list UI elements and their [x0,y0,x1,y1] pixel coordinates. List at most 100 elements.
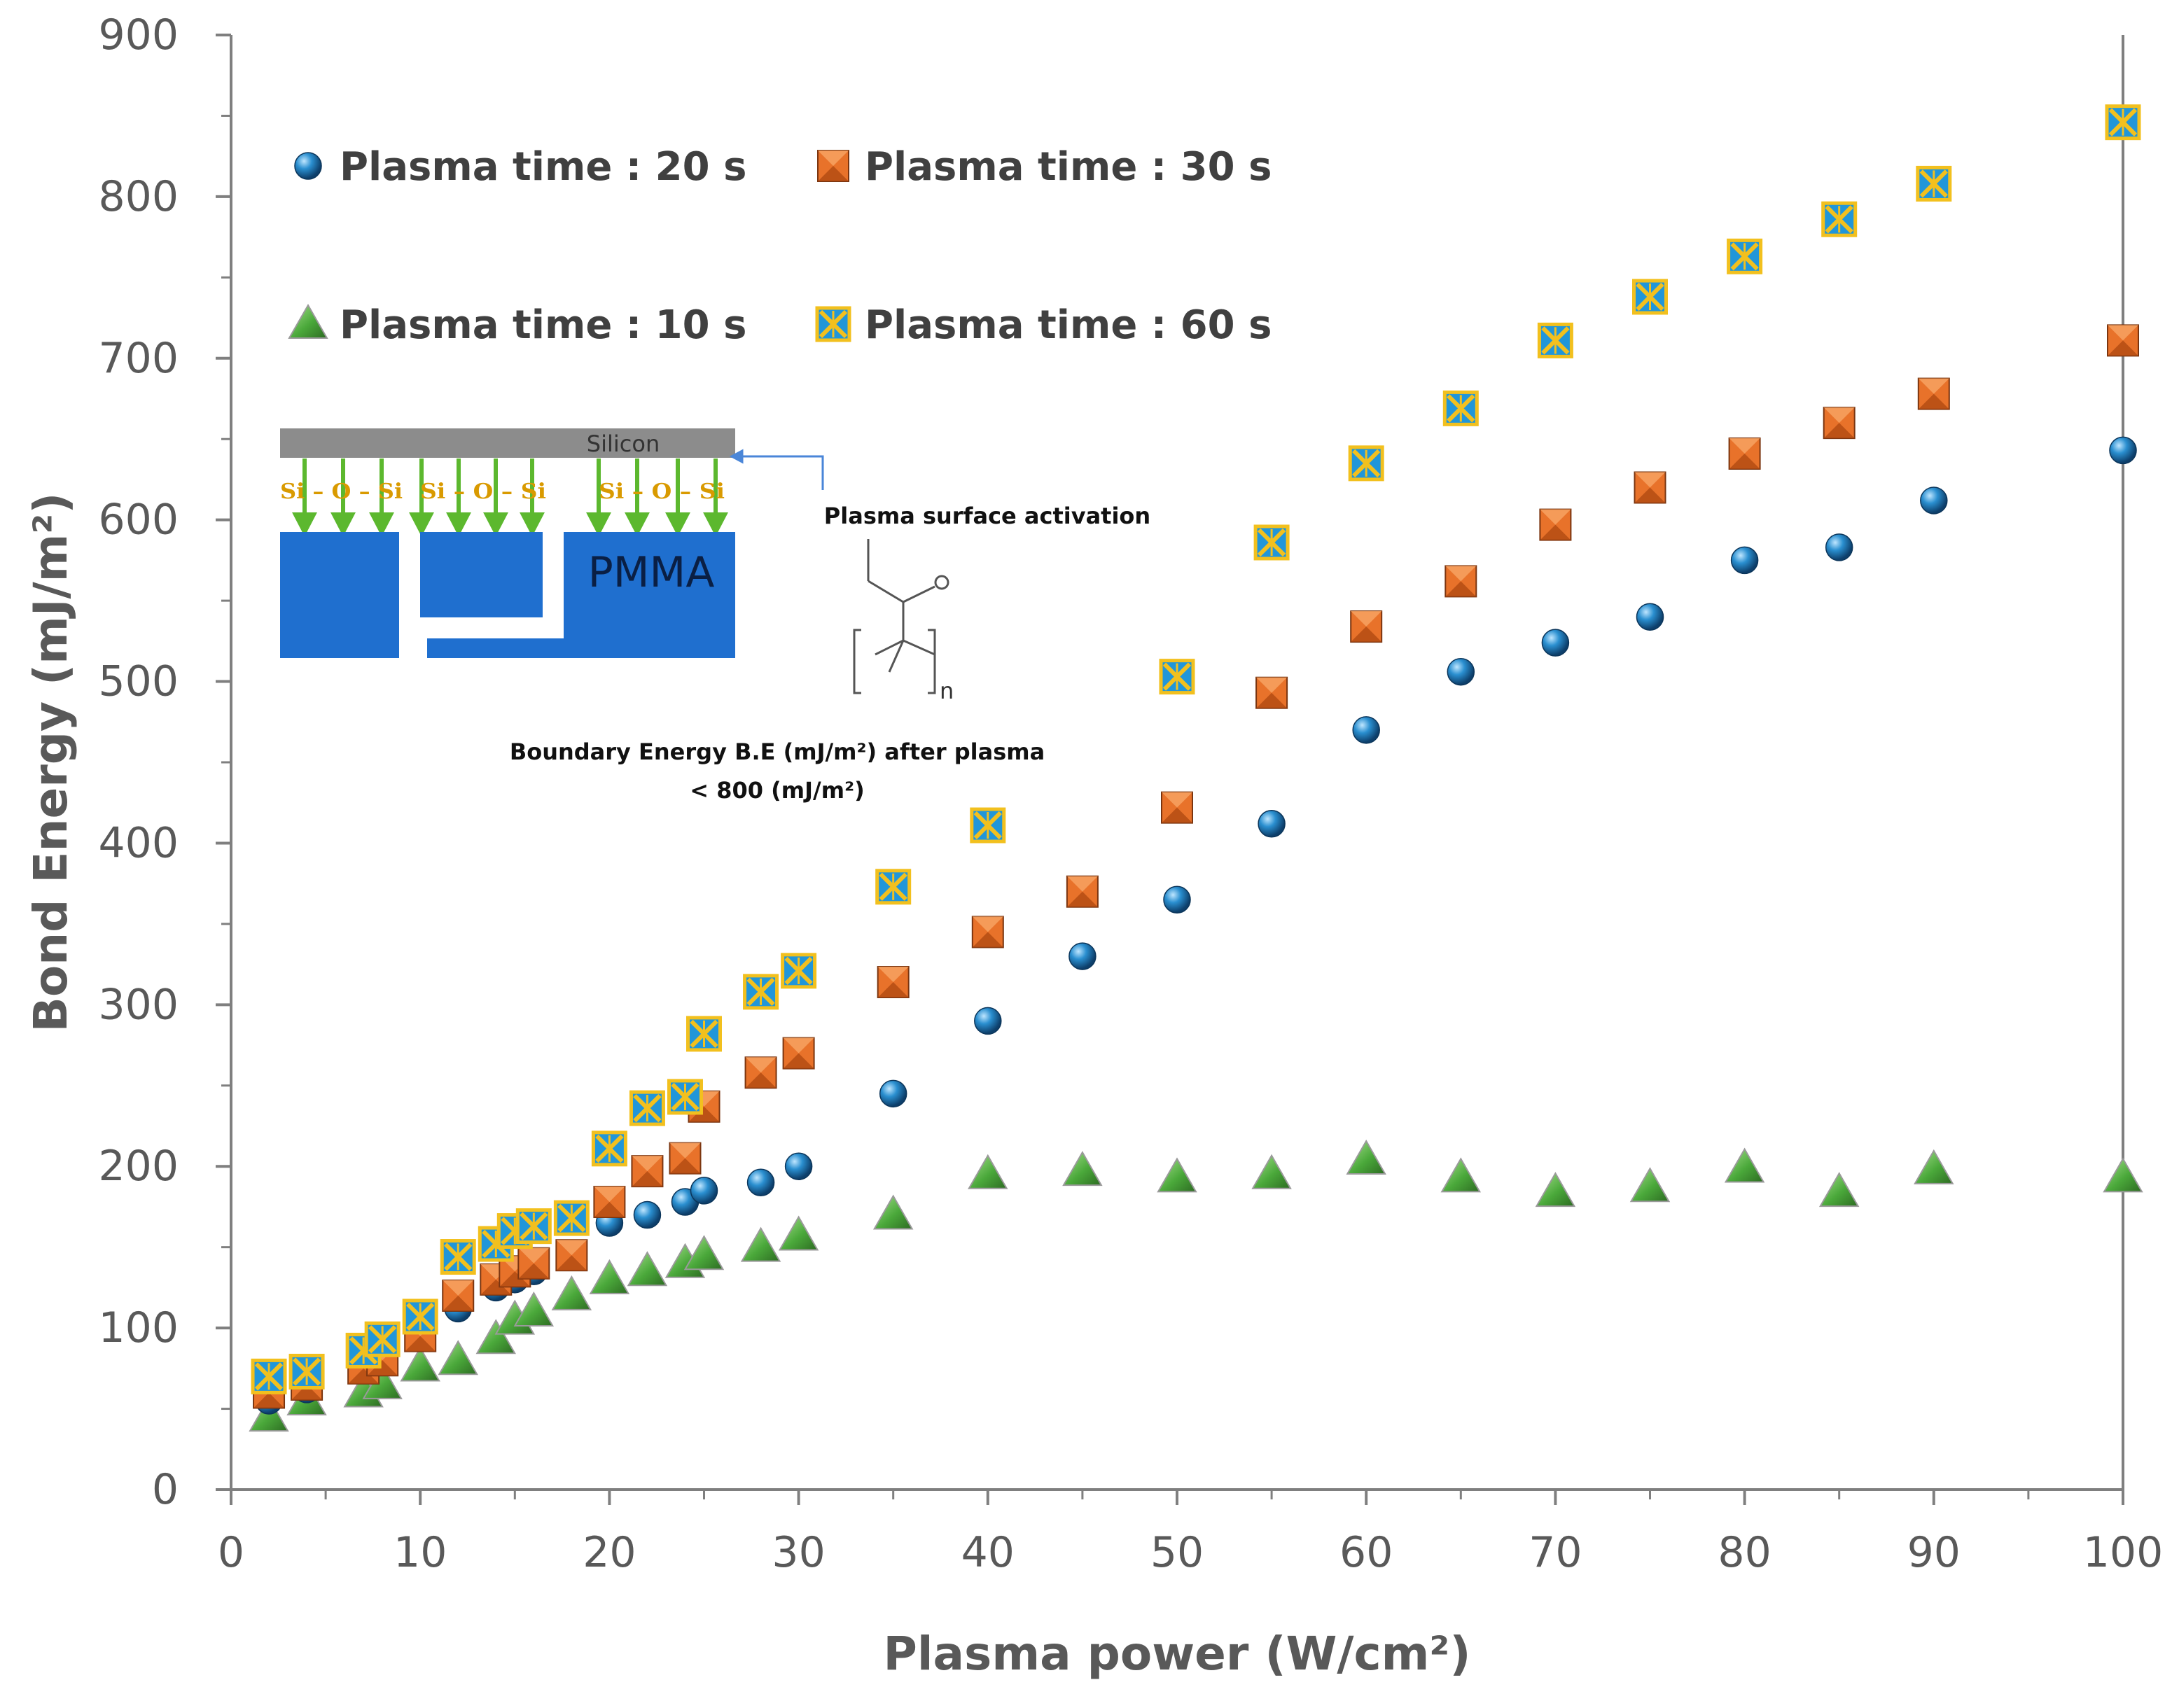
activation-arrow [729,449,824,490]
silicon-layer [280,428,735,458]
bond-arrows [292,458,728,537]
legend-item: Plasma time : 60 s [815,302,1272,348]
x-tick-label: 50 [1150,1528,1204,1577]
data-point-x-square [440,1239,476,1275]
y-axis-ticks: 0 100 200 300 400 500 600 700 800 900 [98,10,231,1514]
data-point-square [1823,407,1856,440]
legend-item: Plasma time : 20 s [294,144,746,190]
data-point-triangle [1724,1147,1765,1183]
data-point-triangle [2103,1157,2143,1193]
data-point-triangle [438,1340,478,1376]
pmma-label: PMMA [588,548,715,597]
legend-item: Plasma time : 30 s [817,144,1272,190]
legend-marker-sphere [294,152,322,180]
data-point-sphere [1352,716,1380,744]
data-point-x-square [629,1090,665,1126]
data-point-x-square [1442,390,1479,426]
data-point-sphere [1068,942,1097,970]
silicon-label: Silicon [587,430,660,457]
pmma-block [280,532,735,658]
data-point-sphere [879,1079,907,1108]
data-point-x-square [515,1208,552,1245]
data-point-sphere [633,1200,662,1229]
y-tick-label: 600 [98,496,179,545]
data-point-sphere [1258,809,1286,838]
bond-label-2: Si – O – Si [420,479,546,504]
data-point-triangle [475,1319,517,1354]
data-point-square [1917,377,1950,410]
bond-label-3: Si – O – Si [599,479,725,504]
series-triangle [249,1139,2143,1432]
y-tick-label: 300 [98,980,179,1029]
x-axis-ticks: 0 10 20 30 40 50 60 70 80 90 100 [218,1490,2163,1577]
legend-marker-triangle [288,303,328,339]
data-point-sphere [1636,603,1664,631]
data-point-square [782,1037,815,1070]
data-point-square [1728,438,1761,470]
data-point-x-square [364,1321,401,1357]
data-point-triangle [551,1275,592,1310]
data-point-triangle [1157,1157,1197,1193]
data-point-triangle [589,1259,630,1294]
data-point-square [1066,875,1099,908]
structure-subscript: n [940,678,954,704]
legend-item: Plasma time : 10 s [288,302,746,348]
data-point-sphere [2109,436,2137,465]
y-axis-title: Bond Energy (mJ/m²) [24,493,78,1032]
data-point-square [1539,508,1572,541]
data-point-x-square [591,1130,627,1167]
carbonyl-oxygen [934,575,949,590]
x-tick-label: 70 [1529,1528,1582,1577]
y-tick-label: 100 [98,1303,179,1352]
data-point-sphere [1163,886,1191,914]
data-point-square [877,966,910,999]
data-point-square [971,916,1004,948]
data-point-triangle [740,1226,781,1262]
data-point-x-square [288,1353,325,1390]
data-point-triangle [1535,1172,1576,1208]
data-point-x-square [1632,279,1668,315]
y-tick-label: 0 [152,1465,179,1514]
data-point-square [1634,471,1666,504]
legend-label: Plasma time : 60 s [865,302,1272,348]
boundary-note-line1: Boundary Energy B.E (mJ/m²) after plasma [510,738,1045,765]
data-point-triangle [513,1292,555,1327]
data-point-sphere [1730,546,1759,575]
data-point-triangle [400,1346,440,1382]
data-point-square [1161,791,1193,824]
boundary-note-line2: < 800 (mJ/m²) [690,777,864,804]
x-tick-label: 20 [583,1528,636,1577]
data-point-triangle [1440,1157,1482,1193]
data-point-triangle [872,1194,914,1230]
data-point-x-square [2105,104,2141,141]
data-point-x-square [251,1358,287,1394]
data-point-x-square [1348,445,1384,482]
data-point-sphere [974,1007,1002,1035]
x-tick-label: 40 [961,1528,1015,1577]
data-point-sphere [1541,629,1570,657]
data-point-x-square [1159,659,1195,695]
data-point-square [2107,324,2139,357]
legend-marker-square [817,150,849,182]
data-point-triangle [1251,1154,1292,1189]
data-point-square [1445,565,1477,598]
y-tick-label: 400 [98,818,179,867]
pmma-structure [853,539,936,694]
y-tick-label: 900 [98,10,179,59]
data-point-sphere [690,1177,718,1205]
x-tick-label: 0 [218,1528,244,1577]
data-point-sphere [784,1152,813,1180]
legend-label: Plasma time : 20 s [340,144,746,190]
data-point-sphere [746,1168,775,1197]
data-point-x-square [1727,238,1763,274]
legend: Plasma time : 20 s Plasma time : 30 s Plas… [288,144,1272,348]
x-tick-label: 60 [1339,1528,1393,1577]
inset-schematic: Silicon Si – O – Si Si – O – Si Si – O –… [280,428,1150,804]
data-point-triangle [778,1215,819,1251]
data-point-x-square [402,1298,438,1335]
data-point-square [593,1186,626,1219]
x-tick-label: 30 [772,1528,825,1577]
data-point-x-square [875,869,912,905]
data-points [249,104,2143,1432]
